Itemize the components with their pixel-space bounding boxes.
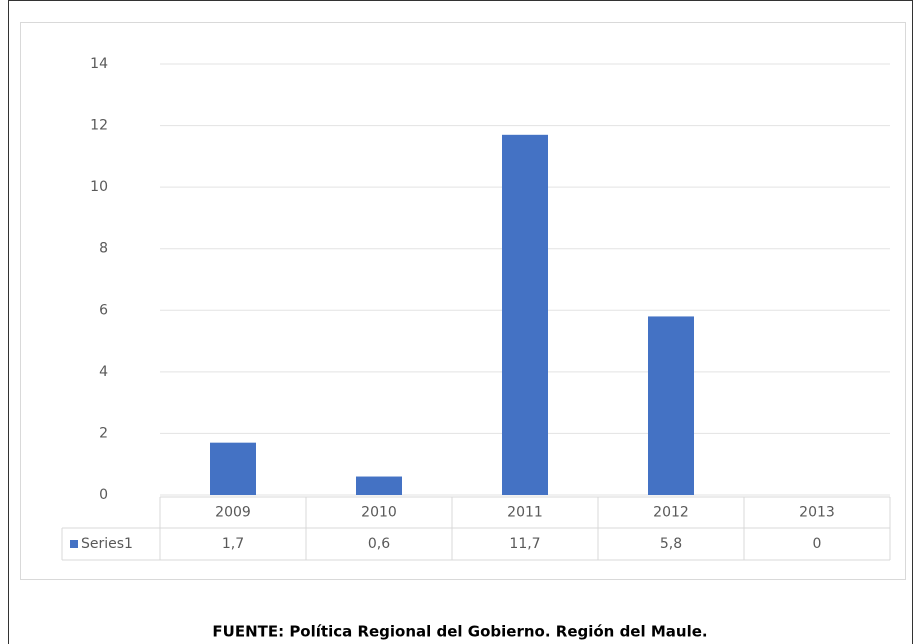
- x-tick-label: 2012: [653, 505, 689, 521]
- x-tick-label: 2010: [361, 505, 397, 521]
- chart-frame: [20, 22, 906, 580]
- legend-key: [70, 540, 78, 548]
- outer-frame: [8, 0, 913, 644]
- bar: [502, 134, 548, 496]
- y-tick-label: 14: [90, 56, 108, 72]
- table-value: 1,7: [222, 536, 244, 552]
- y-tick-label: 8: [99, 241, 108, 257]
- table-value: 11,7: [509, 536, 540, 552]
- x-tick-label: 2013: [799, 505, 835, 521]
- y-tick-label: 4: [99, 364, 108, 380]
- x-tick-label: 2009: [215, 505, 251, 521]
- table-value: 5,8: [660, 536, 682, 552]
- y-tick-label: 6: [99, 302, 108, 318]
- y-tick-label: 2: [99, 425, 108, 441]
- bar: [210, 442, 256, 495]
- legend-label: Series1: [81, 536, 133, 552]
- table-value: 0,6: [368, 536, 390, 552]
- bar: [356, 476, 402, 495]
- y-tick-label: 0: [99, 487, 108, 503]
- footnote: FUENTE: Política Regional del Gobierno. …: [212, 623, 707, 641]
- bar: [648, 316, 694, 495]
- y-tick-label: 10: [90, 179, 108, 195]
- table-value: 0: [813, 536, 822, 552]
- x-tick-label: 2011: [507, 505, 543, 521]
- y-tick-label: 12: [90, 118, 108, 134]
